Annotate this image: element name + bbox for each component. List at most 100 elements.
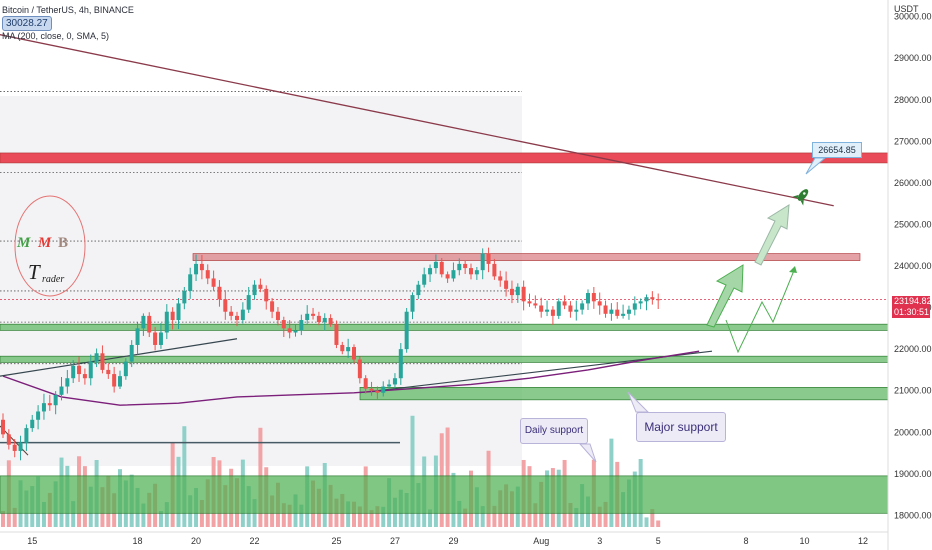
candle-body [515, 286, 520, 296]
candle-body [656, 299, 661, 301]
rising-trendline [0, 338, 238, 377]
candle-body [275, 311, 280, 321]
projection-arrows [706, 189, 809, 354]
candle-body [322, 317, 327, 323]
candle-body [129, 344, 134, 362]
y-tick-label: 27000.00 [894, 136, 932, 146]
candle-body [410, 295, 415, 312]
candle-body [439, 261, 444, 275]
x-tick-label: 15 [27, 536, 37, 546]
bar-countdown: 01:30:51 [892, 307, 930, 318]
candle-body [609, 309, 614, 314]
major-support-callout: Major support [636, 412, 726, 442]
candle-body [597, 301, 602, 306]
ma-legend[interactable]: MA (200, close, 0, SMA, 5) [2, 31, 110, 41]
logo-word-small: rader [42, 274, 64, 285]
candle-body [299, 320, 304, 331]
support-zone [0, 475, 889, 514]
currency-label: USDT [894, 4, 919, 14]
target-price-label: 26654.85 [812, 142, 862, 158]
daily-support-callout: Daily support [520, 418, 588, 444]
candle-body [457, 263, 462, 271]
candle-body [270, 301, 275, 312]
candle-body [562, 301, 567, 306]
y-tick-label: 20000.00 [894, 427, 932, 437]
candle-body [65, 378, 70, 387]
y-tick-label: 25000.00 [894, 219, 932, 229]
candle-body [199, 263, 204, 271]
volume-bar [1, 511, 5, 527]
y-tick-label: 29000.00 [894, 53, 932, 63]
candle-body [1, 419, 5, 435]
candle-body [363, 378, 368, 389]
candle-body [6, 434, 11, 445]
candle-body [240, 309, 245, 321]
time-axis: 15 18 20 22 25 27 29 Aug 3 5 8 10 12 [27, 536, 868, 546]
candle-body [36, 411, 41, 420]
logo-letter-b: B [58, 235, 68, 251]
volume-bar [597, 506, 602, 527]
volume-bar [158, 510, 163, 527]
symbol-title: Bitcoin / TetherUS, 4h, BINANCE [2, 5, 134, 15]
candle-body [223, 299, 228, 312]
volume-bar [12, 507, 17, 527]
candle-body [287, 328, 292, 333]
volume-bar [71, 501, 76, 527]
candle-body [100, 353, 105, 370]
x-tick-label: 27 [390, 536, 400, 546]
candle-body [316, 315, 321, 323]
x-tick-label: 22 [250, 536, 260, 546]
candle-body [352, 347, 356, 360]
candle-body [644, 297, 649, 302]
x-tick-label: 3 [597, 536, 602, 546]
resistance-zone [192, 253, 861, 261]
y-tick-label: 24000.00 [894, 261, 932, 271]
y-tick-label: 21000.00 [894, 386, 932, 396]
candle-body [521, 286, 526, 302]
candle-body [123, 361, 128, 377]
candle-body [632, 303, 637, 310]
candle-body [357, 359, 362, 379]
candle-body [41, 403, 46, 412]
volume-bar [410, 415, 415, 527]
candle-body [375, 390, 380, 393]
candle-body [293, 330, 298, 333]
candle-body [381, 386, 386, 393]
candle-body [615, 309, 620, 316]
price-zones [0, 152, 889, 514]
candle-body [422, 274, 427, 285]
candle-body [112, 374, 117, 387]
candle-body [392, 378, 397, 385]
candle-body [176, 303, 181, 321]
candle-body [264, 288, 269, 302]
x-tick-label: 20 [191, 536, 201, 546]
candle-body [340, 344, 345, 352]
x-tick-label: 18 [133, 536, 143, 546]
candle-body [445, 274, 450, 279]
candle-body [30, 419, 35, 429]
logo-word-big: T [28, 260, 41, 284]
volume-bar [457, 500, 462, 527]
candle-body [398, 349, 403, 379]
candle-body [77, 365, 82, 375]
candle-body [550, 309, 555, 316]
candle-body [334, 324, 339, 345]
candle-body [568, 305, 573, 312]
y-tick-label: 28000.00 [894, 95, 932, 105]
candle-body [235, 315, 239, 321]
alternate-path-arrowhead [789, 266, 797, 273]
volume-bar [346, 501, 351, 527]
volume-bar [492, 505, 497, 527]
candle-body [486, 253, 491, 264]
candle-body [650, 297, 655, 300]
symbol-value-box[interactable]: 30028.27 [2, 16, 52, 31]
volume-bar [656, 520, 661, 527]
x-tick-label: 5 [656, 536, 661, 546]
candle-body [194, 263, 199, 275]
volume-bar [41, 501, 46, 527]
candle-body [527, 301, 532, 304]
candle-body [638, 301, 643, 304]
candle-body [586, 293, 590, 304]
volume-bar [375, 506, 380, 527]
